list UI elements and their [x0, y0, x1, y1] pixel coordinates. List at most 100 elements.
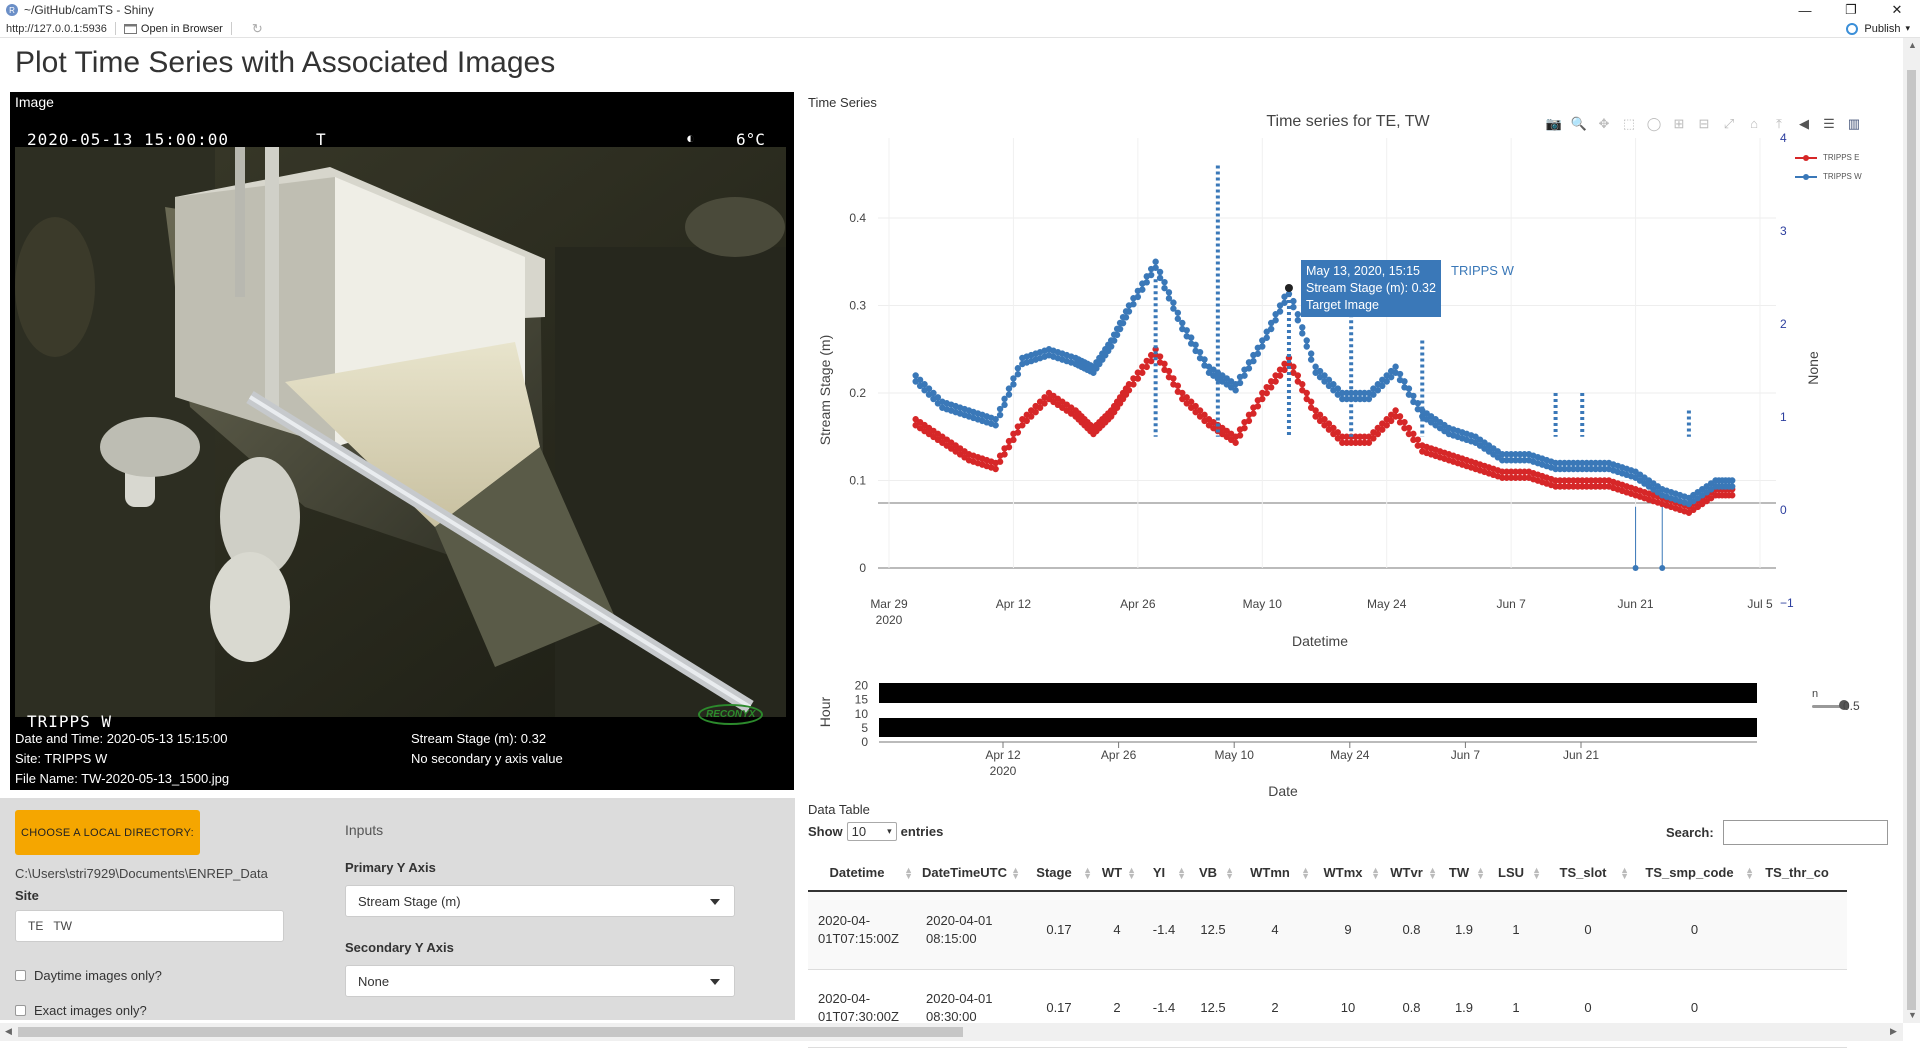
series-point — [1556, 465, 1564, 473]
primary-y-select[interactable]: Stream Stage (m) — [345, 885, 735, 917]
y2-tick-label: 4 — [1780, 131, 1787, 145]
sort-icon[interactable]: ▲ ▼ — [1225, 865, 1234, 881]
sort-icon[interactable]: ▲ ▼ — [1532, 865, 1541, 881]
home-icon[interactable]: ⌂ — [1750, 116, 1758, 131]
slider-handle[interactable] — [1839, 700, 1849, 710]
column-header[interactable]: LSU ▲ ▼ — [1488, 855, 1544, 892]
series-point — [1512, 457, 1519, 464]
column-header[interactable]: TS_slot ▲ ▼ — [1544, 855, 1632, 892]
vertical-scrollbar[interactable]: ▲ ▼ — [1903, 38, 1920, 1023]
box-select-icon[interactable]: ⬚ — [1622, 116, 1636, 131]
zoom-icon[interactable]: 🔍 — [1570, 116, 1588, 131]
sort-icon[interactable]: ▲ ▼ — [1428, 865, 1437, 881]
y-tick-label: 0 — [859, 561, 866, 575]
autoscale-icon[interactable]: ⤢ — [1723, 116, 1735, 131]
close-button[interactable]: ✕ — [1891, 2, 1903, 17]
sort-icon[interactable]: ▲ ▼ — [1011, 865, 1020, 881]
series-point — [1299, 324, 1306, 331]
series-point — [1356, 395, 1364, 403]
closest-hover-icon[interactable]: ☰ — [1823, 116, 1835, 131]
series-point — [934, 394, 942, 401]
timeseries-chart[interactable]: Time series for TE, TW 0 0.1 0.2 0.3 0.4 −1 0 1 2… — [800, 100, 1900, 800]
legend-label: TRIPPS W — [1823, 172, 1862, 181]
series-point — [930, 389, 937, 397]
chart-legend: TRIPPS E TRIPPS W — [1795, 148, 1862, 186]
restore-button[interactable]: ❐ — [1845, 2, 1857, 17]
sort-icon[interactable]: ▲ ▼ — [1301, 865, 1310, 881]
secondary-y-select[interactable]: None — [345, 965, 735, 997]
series-point — [1512, 468, 1519, 475]
compare-hover-icon[interactable]: ◀ — [1799, 116, 1809, 131]
sort-icon[interactable]: ▲ ▼ — [1620, 865, 1629, 881]
series-point — [1729, 492, 1736, 499]
sort-icon[interactable]: ▲ ▼ — [1371, 865, 1380, 881]
series-point — [1352, 395, 1359, 403]
scroll-left-icon[interactable]: ◀ — [5, 1026, 12, 1036]
scroll-right-icon[interactable]: ▶ — [1890, 1026, 1897, 1036]
site-chip[interactable]: TE — [28, 919, 44, 933]
series-point — [1339, 389, 1346, 397]
table-cell: -1.4 — [1139, 891, 1189, 970]
series-point — [1187, 398, 1195, 405]
series-point — [1192, 341, 1199, 349]
legend-item-tripps-e[interactable]: TRIPPS E — [1795, 148, 1862, 167]
column-header[interactable]: WT ▲ ▼ — [1095, 855, 1139, 892]
sort-icon[interactable]: ▲ ▼ — [1177, 865, 1186, 881]
checkbox-box[interactable] — [15, 1005, 26, 1016]
series-point — [1325, 420, 1333, 427]
series-point — [1516, 468, 1524, 475]
plotly-logo-icon[interactable]: ▥ — [1847, 116, 1861, 131]
scroll-up-icon[interactable]: ▲ — [1908, 40, 1917, 50]
sort-icon[interactable]: ▲ ▼ — [1083, 865, 1092, 881]
choose-directory-button[interactable]: CHOOSE A LOCAL DIRECTORY: — [15, 810, 200, 855]
chevron-down-icon: ▾ — [887, 826, 892, 836]
sort-icon[interactable]: ▲ ▼ — [1476, 865, 1485, 881]
series-point — [1565, 459, 1573, 467]
refresh-icon[interactable]: ↻ — [251, 20, 263, 36]
publish-button[interactable]: Publish ▾ — [1845, 22, 1910, 35]
column-header[interactable]: TS_thr_co — [1757, 855, 1847, 892]
horizontal-scrollbar[interactable]: ◀ ▶ — [0, 1023, 1903, 1041]
column-header[interactable]: DateTimeUTC ▲ ▼ — [916, 855, 1023, 892]
column-header[interactable]: VB ▲ ▼ — [1189, 855, 1237, 892]
pan-icon[interactable]: ✥ — [1598, 116, 1610, 131]
column-header-label: VB — [1198, 865, 1218, 880]
series-point — [1343, 433, 1350, 440]
series-point — [1263, 334, 1270, 341]
column-header[interactable]: YI ▲ ▼ — [1139, 855, 1189, 892]
scroll-down-icon[interactable]: ▼ — [1908, 1010, 1917, 1020]
column-header[interactable]: TW ▲ ▼ — [1440, 855, 1488, 892]
checkbox-box[interactable] — [15, 970, 26, 981]
site-chip[interactable]: TW — [53, 919, 72, 933]
site-select-input[interactable]: TE TW — [15, 910, 284, 942]
zoom-out-icon[interactable]: ⊟ — [1698, 116, 1710, 131]
column-header[interactable]: WTvr ▲ ▼ — [1383, 855, 1440, 892]
exact-images-checkbox[interactable]: Exact images only? — [15, 1003, 147, 1018]
camera-icon[interactable]: 📷 — [1545, 116, 1563, 131]
scrollbar-thumb[interactable] — [18, 1027, 963, 1037]
series-point — [1561, 459, 1568, 467]
scrollbar-thumb[interactable] — [1907, 70, 1916, 1010]
series-point — [1010, 436, 1017, 444]
column-header[interactable]: TS_smp_code ▲ ▼ — [1632, 855, 1757, 892]
daytime-checkbox[interactable]: Daytime images only? — [15, 968, 162, 983]
column-header[interactable]: WTmx ▲ ▼ — [1313, 855, 1383, 892]
legend-item-tripps-w[interactable]: TRIPPS W — [1795, 167, 1862, 186]
minimize-button[interactable]: — — [1798, 2, 1812, 18]
lasso-icon[interactable]: ◯ — [1646, 116, 1662, 131]
open-in-browser-button[interactable]: Open in Browser — [123, 23, 223, 35]
sort-icon[interactable]: ▲ ▼ — [1127, 865, 1136, 881]
search-input[interactable] — [1723, 820, 1888, 845]
spike-lines-icon[interactable]: ⤒ — [1776, 116, 1782, 131]
zoom-in-icon[interactable]: ⊞ — [1673, 116, 1685, 131]
series-point — [1516, 451, 1524, 458]
sort-icon[interactable]: ▲ ▼ — [1745, 865, 1754, 881]
column-header[interactable]: WTmn ▲ ▼ — [1237, 855, 1313, 892]
entries-select[interactable]: 10 ▾ — [846, 822, 897, 841]
column-header[interactable]: Stage ▲ ▼ — [1023, 855, 1095, 892]
sort-icon[interactable]: ▲ ▼ — [904, 865, 913, 881]
table-row[interactable]: 2020-04- 01T07:15:00Z 2020-04-01 08:15:00 0.… — [808, 891, 1847, 970]
series-point — [1583, 459, 1590, 467]
point-size-slider[interactable] — [1812, 705, 1844, 708]
column-header[interactable]: Datetime ▲ ▼ — [808, 855, 916, 892]
